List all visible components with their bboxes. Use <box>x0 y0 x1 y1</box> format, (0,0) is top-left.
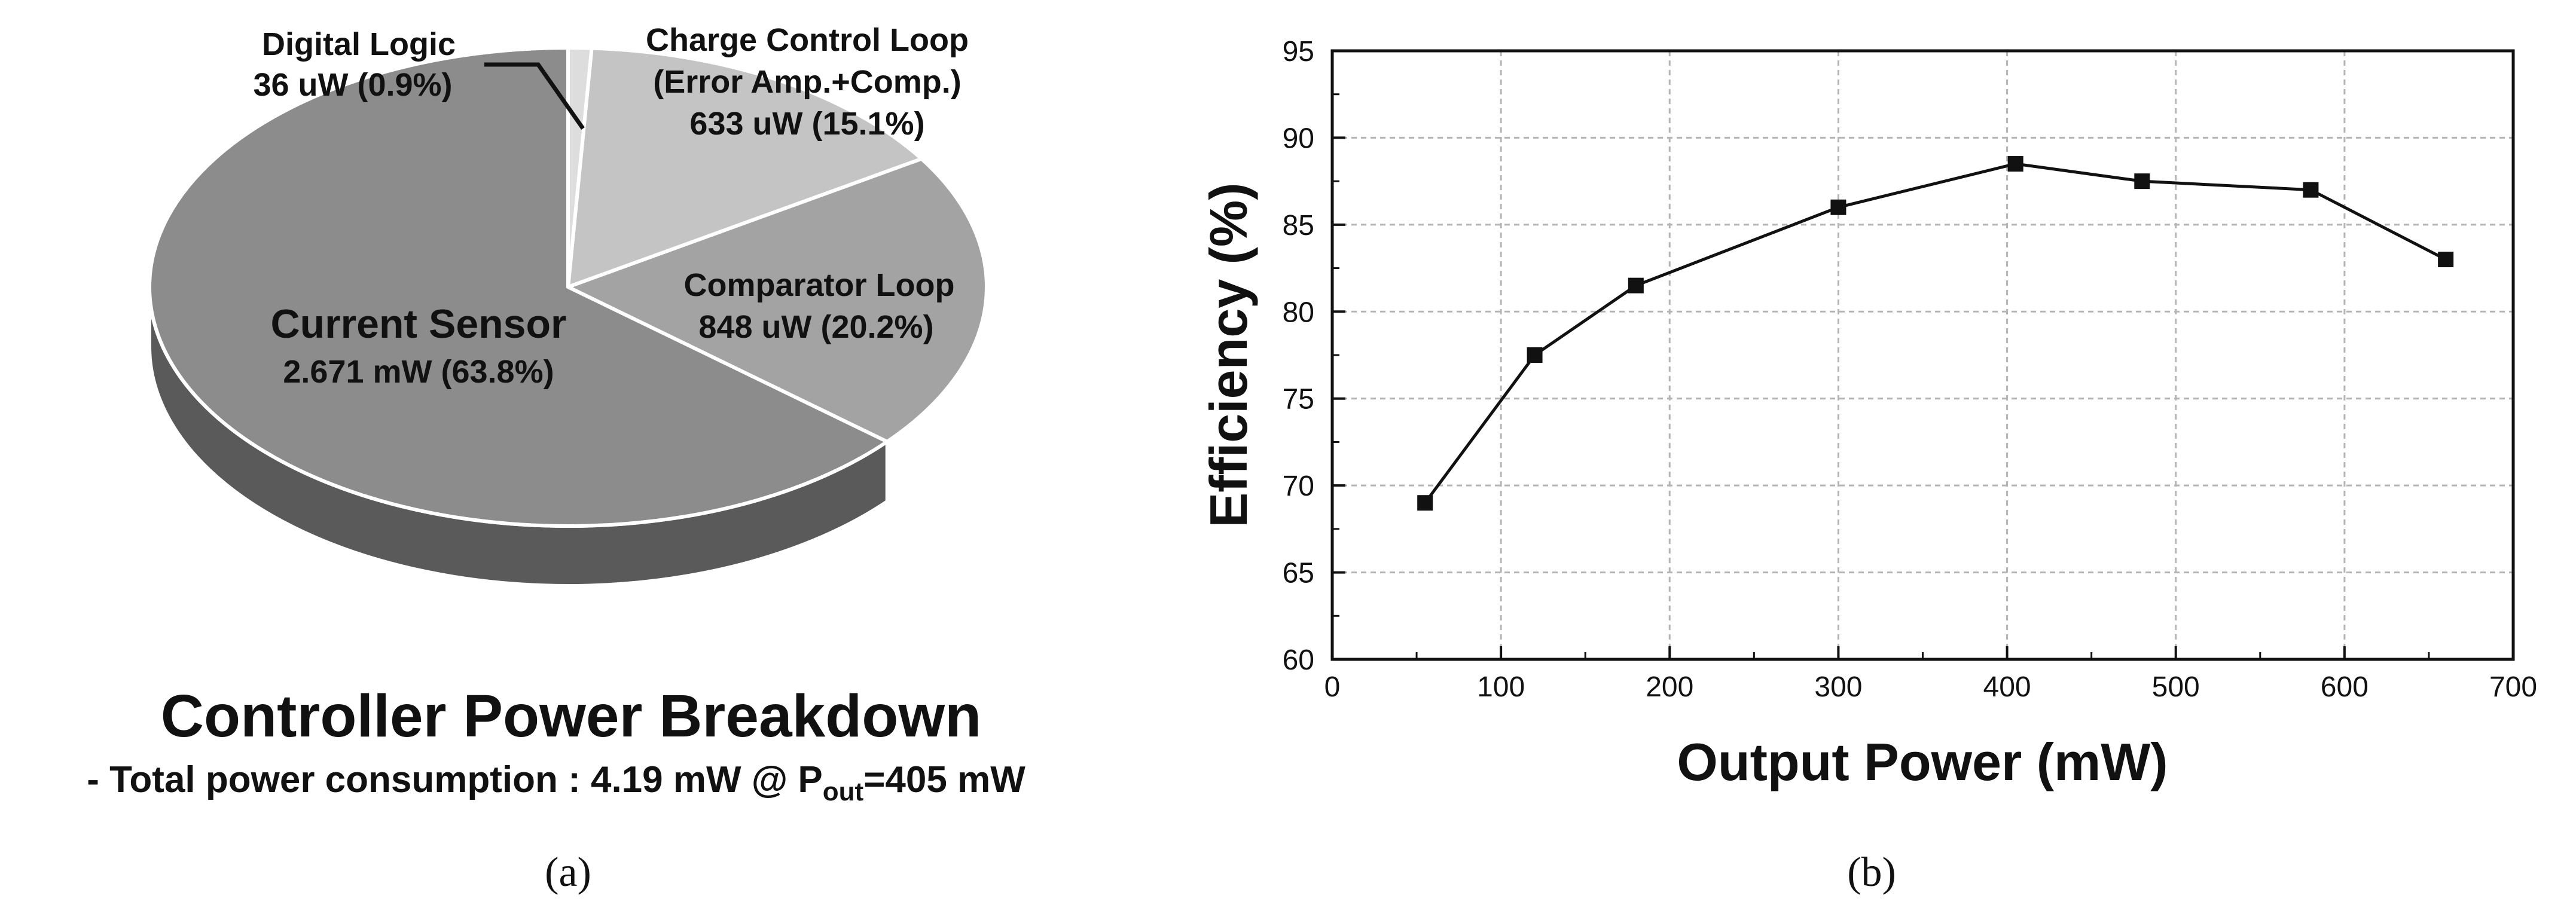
slice-label-charge-control-loop-line2: (Error Amp.+Comp.) <box>653 64 962 100</box>
x-axis-label: Output Power (mW) <box>1677 732 2168 791</box>
data-point <box>2134 173 2150 189</box>
pie-slice-comparator-loop <box>566 157 988 444</box>
x-tick-label: 500 <box>2152 671 2200 703</box>
digital-logic-leader-line <box>484 62 585 130</box>
efficiency-markers <box>1417 156 2454 511</box>
data-point <box>1527 347 1543 363</box>
data-point <box>2438 252 2454 268</box>
slice-label-current-sensor: Current Sensor <box>271 301 567 347</box>
data-point <box>1830 199 1846 215</box>
slice-label-comparator-loop: Comparator Loop <box>684 267 955 303</box>
slice-value-charge-control-loop: 633 uW (15.1%) <box>689 106 924 142</box>
x-tick-label: 600 <box>2321 671 2369 703</box>
line-chart-panel: 0 100 200 300 400 500 600 700 60 65 70 75 80 85 90 95 O… <box>1199 36 2537 895</box>
caption-a: (a) <box>545 849 591 895</box>
data-point <box>2303 182 2319 198</box>
y-tick-label: 85 <box>1283 210 1314 241</box>
pie-top-faces <box>148 46 988 528</box>
y-tick-label: 65 <box>1283 558 1314 589</box>
slice-label-digital-logic: Digital Logic <box>262 26 456 62</box>
slice-value-comparator-loop: 848 uW (20.2%) <box>698 309 933 345</box>
x-tick-label: 300 <box>1814 671 1862 703</box>
y-tick-label: 75 <box>1283 384 1314 415</box>
y-tick-label: 90 <box>1283 123 1314 154</box>
x-tick-label: 0 <box>1324 671 1341 703</box>
x-tick-label: 700 <box>2489 671 2537 703</box>
x-tick-label: 100 <box>1477 671 1525 703</box>
data-point <box>1628 277 1644 294</box>
y-axis-label: Efficiency (%) <box>1199 182 1258 527</box>
slice-value-digital-logic: 36 uW (0.9%) <box>253 67 452 103</box>
x-tick-label: 200 <box>1646 671 1693 703</box>
pie-chart-panel: Digital Logic 36 uW (0.9%) Charge Contro… <box>87 22 1025 895</box>
y-tick-label: 95 <box>1283 36 1314 68</box>
y-tick-label: 80 <box>1283 296 1314 328</box>
efficiency-series-line <box>1424 162 2447 504</box>
gridlines <box>1332 51 2513 659</box>
data-point <box>1417 495 1433 511</box>
tick-labels: 0 100 200 300 400 500 600 700 60 65 70 75 80 85 90 95 <box>1283 36 2537 703</box>
x-tick-label: 400 <box>1983 671 2031 703</box>
pie-title: Controller Power Breakdown <box>161 683 981 750</box>
pie-slice-current-sensor <box>148 46 889 528</box>
data-point <box>2007 156 2023 172</box>
pie-subtitle: - Total power consumption : 4.19 mW @ Po… <box>87 759 1025 806</box>
pie-slice-digital-logic <box>566 46 594 289</box>
axis-ticks <box>1331 50 2514 661</box>
pie-slice-charge-control-loop <box>566 46 924 289</box>
caption-b: (b) <box>1847 849 1896 895</box>
slice-label-charge-control-loop: Charge Control Loop <box>646 22 969 58</box>
slice-value-current-sensor: 2.671 mW (63.8%) <box>283 354 554 390</box>
y-tick-label: 70 <box>1283 470 1314 502</box>
y-tick-label: 60 <box>1283 644 1314 676</box>
